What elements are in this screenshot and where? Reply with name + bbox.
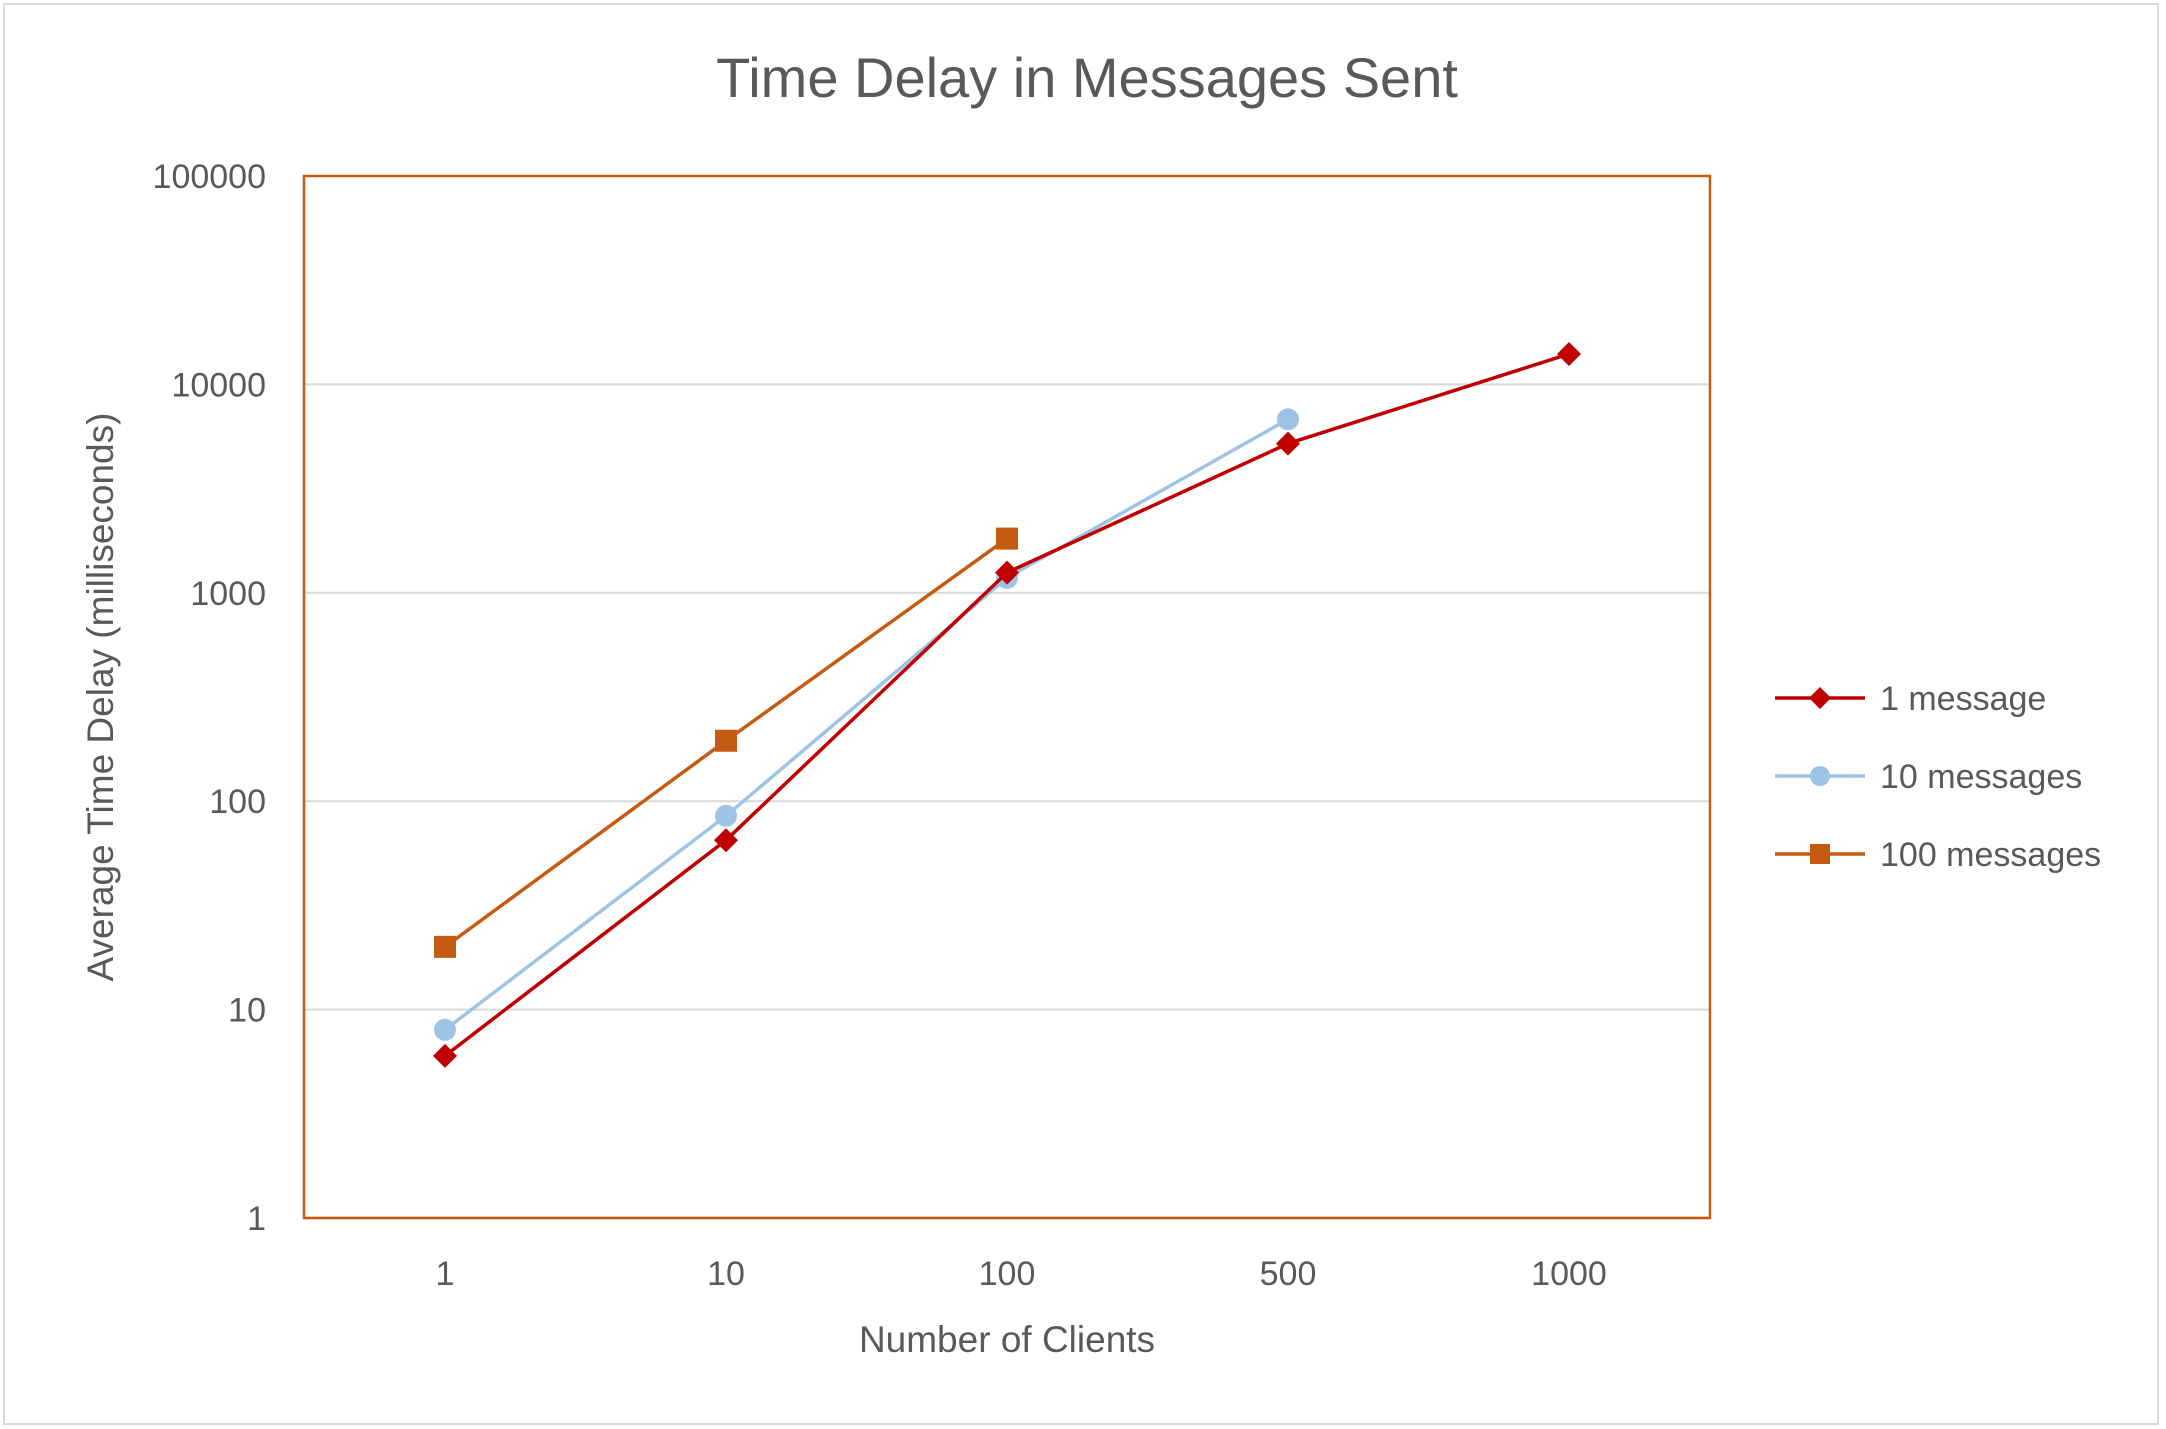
data-point: [995, 560, 1019, 585]
y-tick-label: 10000: [171, 366, 266, 404]
x-axis-tick-labels: 1 10 100 500 1000: [436, 1255, 1607, 1293]
y-tick-label: 10: [228, 992, 266, 1030]
legend: 1 message 10 messages 100 messages: [1775, 680, 2101, 874]
x-tick-label: 1: [436, 1255, 455, 1293]
data-point: [714, 828, 738, 853]
y-tick-label: 100: [209, 783, 266, 821]
y-tick-label: 1: [247, 1200, 266, 1238]
legend-label: 1 message: [1880, 680, 2046, 718]
data-point: [715, 729, 737, 752]
y-tick-label: 100000: [153, 158, 266, 196]
x-axis-title: Number of Clients: [859, 1319, 1155, 1360]
data-point: [1276, 431, 1300, 456]
series-1: [433, 341, 1581, 1068]
y-axis-tick-labels: 1 10 100 1000 10000 100000: [153, 158, 266, 1238]
data-point: [1557, 341, 1581, 366]
data-point: [434, 935, 456, 958]
data-point: [433, 1043, 457, 1068]
series-3: [434, 527, 1018, 958]
data-point: [715, 804, 737, 827]
data-series: [433, 341, 1581, 1068]
legend-marker: [1809, 687, 1831, 709]
legend-marker: [1810, 844, 1830, 864]
legend-entry: 10 messages: [1775, 758, 2082, 796]
chart-frame: [3, 3, 2159, 1425]
data-point: [996, 527, 1018, 550]
legend-entry: 1 message: [1775, 680, 2046, 718]
legend-label: 100 messages: [1880, 836, 2101, 874]
x-tick-label: 10: [707, 1255, 745, 1293]
data-point: [1277, 408, 1299, 431]
legend-marker: [1810, 766, 1830, 786]
legend-entry: 100 messages: [1775, 836, 2101, 874]
x-tick-label: 1000: [1531, 1255, 1607, 1293]
data-point: [434, 1018, 456, 1041]
y-axis-title: Average Time Delay (milliseconds): [80, 413, 121, 982]
x-tick-label: 100: [979, 1255, 1036, 1293]
legend-label: 10 messages: [1880, 758, 2082, 796]
plot-area-border: [302, 174, 1712, 1220]
x-tick-label: 500: [1260, 1255, 1317, 1293]
chart-title: Time Delay in Messages Sent: [716, 46, 1458, 109]
series-line: [443, 417, 1289, 1032]
y-tick-label: 1000: [190, 575, 266, 613]
